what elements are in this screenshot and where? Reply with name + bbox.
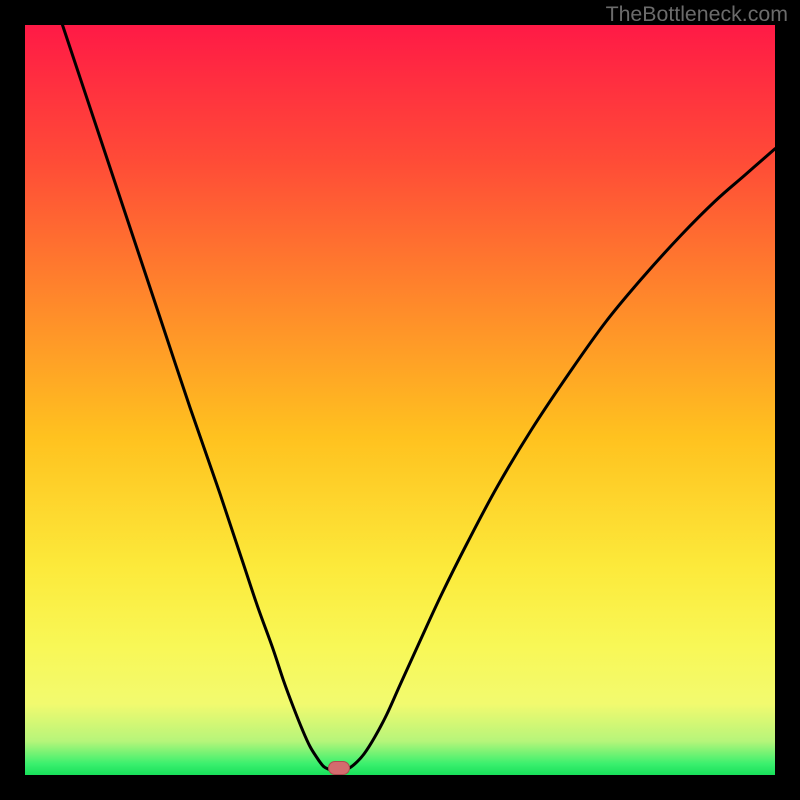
watermark-text: TheBottleneck.com (606, 2, 788, 27)
minimum-marker (328, 761, 350, 775)
plot-svg (25, 25, 775, 775)
bottleneck-curve (63, 25, 776, 771)
plot-area (25, 25, 775, 775)
chart-root: TheBottleneck.com (0, 0, 800, 800)
